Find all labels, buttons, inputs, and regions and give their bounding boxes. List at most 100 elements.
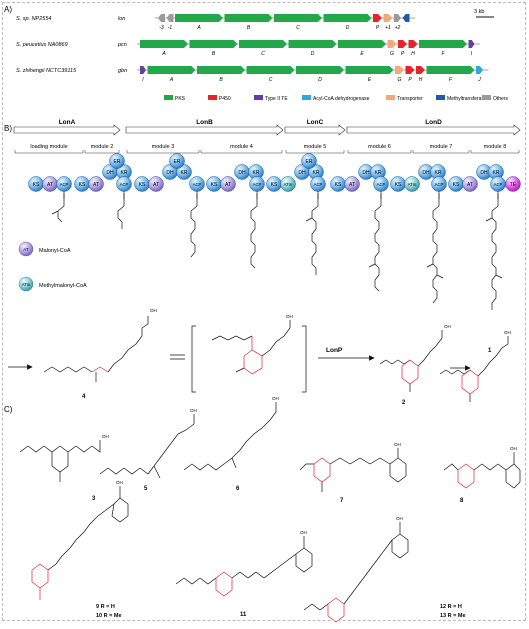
- module-label: module 6: [368, 144, 391, 150]
- module-bracket: [200, 150, 283, 154]
- module-label: module 4: [230, 144, 253, 150]
- gene-label: F: [449, 77, 453, 83]
- domain-er: ER: [169, 153, 185, 169]
- gene-arrow-acyl: [476, 66, 483, 74]
- gene-label: C: [261, 51, 265, 57]
- protein-arrow: [284, 124, 346, 136]
- compound-1-label: 1: [488, 348, 492, 354]
- gene-arrow-pks: [345, 66, 394, 74]
- compound-11-label: 11: [240, 612, 247, 618]
- module-label: module 5: [304, 144, 327, 150]
- gene-label: A: [161, 51, 166, 57]
- svg-text:ACP: ACP: [120, 182, 129, 187]
- gene-label: I: [471, 51, 473, 57]
- scale-bar-label: 3 kb: [474, 9, 484, 15]
- gene-arrow-p450: [405, 66, 415, 74]
- module-label: module 2: [91, 144, 114, 150]
- gene-arrow-p450: [408, 40, 418, 48]
- gene-label: D: [346, 25, 350, 31]
- gene-label: G: [390, 51, 394, 57]
- module-bracket: [412, 150, 470, 154]
- oh-label-4: OH: [150, 308, 157, 313]
- compound-8-label: 8: [460, 498, 464, 504]
- cluster-name: lon: [118, 16, 125, 22]
- oh-label-8: OH: [510, 446, 517, 451]
- domain-at: AT: [220, 176, 236, 192]
- gene-label: +1: [385, 25, 391, 31]
- compound-12-label: 12 R = H: [440, 604, 462, 610]
- gene-arrow-p450: [373, 14, 382, 22]
- svg-text:ACP: ACP: [314, 182, 323, 187]
- svg-text:ACP: ACP: [60, 182, 69, 187]
- module-bracket: [285, 150, 345, 154]
- svg-text:DH: DH: [238, 170, 246, 176]
- gene-arrow-pks: [274, 14, 322, 22]
- gene-arrow-pks: [426, 66, 475, 74]
- svg-text:ER: ER: [174, 159, 181, 165]
- svg-text:KS: KS: [33, 182, 40, 188]
- svg-text:KR: KR: [493, 170, 500, 176]
- module-bracket: [84, 150, 120, 154]
- protein-arrow: [346, 124, 521, 136]
- gene-label: C: [296, 25, 300, 31]
- svg-text:KS: KS: [139, 182, 146, 188]
- svg-text:DH: DH: [166, 170, 174, 176]
- gene-label: E: [360, 51, 364, 57]
- cluster-organism: S. sp. NP2554: [16, 16, 51, 22]
- svg-text:AT: AT: [225, 182, 231, 188]
- protein-arrow: [125, 124, 284, 136]
- svg-text:KS: KS: [271, 182, 278, 188]
- oh-label-12: OH: [396, 516, 403, 521]
- svg-text:KR: KR: [253, 170, 260, 176]
- legend-label-transporter: Transporter: [397, 96, 423, 102]
- legend-label-p450: P450: [219, 96, 231, 102]
- svg-text:ACP: ACP: [253, 182, 262, 187]
- at-legend-icon: [18, 241, 34, 257]
- compound-5-label: 5: [144, 486, 148, 492]
- gene-label: F: [441, 51, 445, 57]
- svg-text:ATm: ATm: [408, 182, 417, 187]
- module-bracket: [470, 150, 520, 154]
- oh-label-6: OH: [272, 396, 279, 401]
- svg-text:DH: DH: [298, 170, 306, 176]
- gene-arrow-pks: [288, 40, 337, 48]
- panel-a-label: A): [4, 5, 12, 14]
- gene-label: P: [401, 51, 405, 57]
- gene-label: H: [419, 77, 423, 83]
- gene-label: -3: [159, 25, 164, 31]
- gene-label: E: [368, 77, 372, 83]
- gene-arrow-transporter: [387, 40, 397, 48]
- svg-text:DH: DH: [362, 170, 370, 176]
- legend-swatch-te: [254, 95, 263, 100]
- protein-label: LonC: [307, 119, 324, 126]
- svg-text:KS: KS: [335, 182, 342, 188]
- pks-modules: loading module module 2 module 3 module 4 mo…: [14, 144, 520, 154]
- module-bracket: [347, 150, 412, 154]
- gene-arrow-pks: [323, 14, 372, 22]
- svg-text:AT: AT: [93, 182, 99, 188]
- svg-text:TE: TE: [510, 182, 517, 188]
- domain-er: ER: [109, 153, 125, 169]
- compound-13-label: 13 R = Me: [440, 613, 466, 619]
- domain-te: TE: [505, 176, 521, 192]
- panel-b-label: B): [4, 124, 12, 133]
- gene-label: D: [318, 77, 322, 83]
- oh-label-1: OH: [504, 330, 511, 335]
- svg-text:ACP: ACP: [435, 182, 444, 187]
- gene-arrow-pks: [239, 40, 287, 48]
- svg-text:ER: ER: [114, 159, 121, 165]
- gene-label: A: [169, 77, 174, 83]
- domain-at: AT: [88, 176, 104, 192]
- svg-text:ACP: ACP: [377, 182, 386, 187]
- svg-text:KS: KS: [79, 182, 86, 188]
- atm-legend-text: Methylmalonyl-CoA: [39, 283, 87, 289]
- compound-10-label: 10 R = Me: [96, 613, 122, 619]
- at-legend-icon-label: AT: [23, 247, 29, 252]
- svg-text:ACP: ACP: [494, 182, 503, 187]
- legend-swatch-methyl: [436, 95, 445, 100]
- svg-text:KS: KS: [211, 182, 218, 188]
- domain-ks: KS: [390, 176, 406, 192]
